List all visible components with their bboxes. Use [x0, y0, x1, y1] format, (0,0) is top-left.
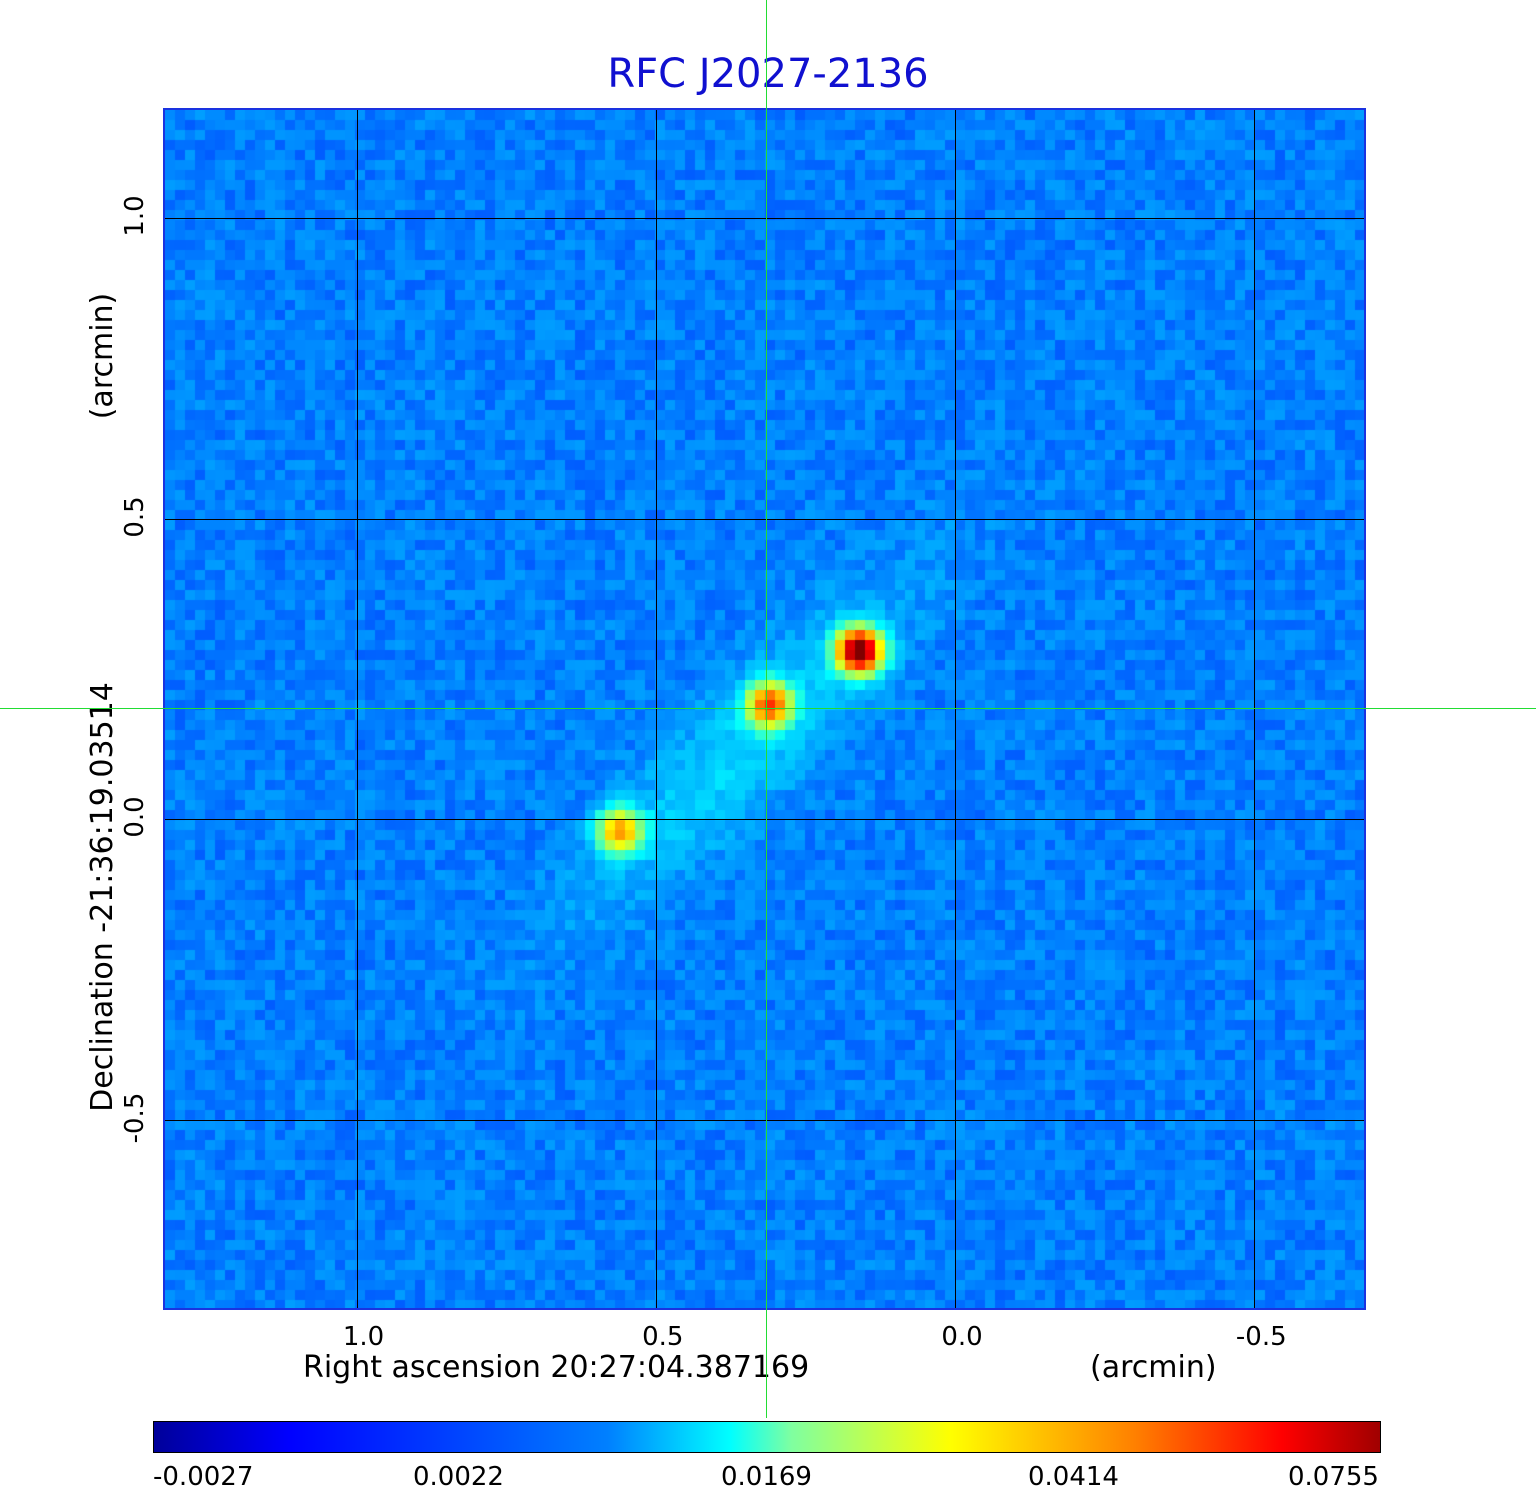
grid-line-horizontal: [165, 819, 1364, 821]
intensity-map: [165, 110, 1364, 1308]
grid-line-vertical: [655, 110, 657, 1308]
plot-area: [163, 108, 1366, 1310]
crosshair-vertical: [766, 0, 767, 1418]
x-tick-label: 1.0: [342, 1322, 385, 1352]
grid-line-vertical: [1254, 110, 1256, 1308]
x-tick-label: -0.5: [1235, 1322, 1287, 1352]
y-axis-unit: (arcmin): [85, 292, 120, 420]
x-tick-label: 0.0: [941, 1322, 983, 1352]
colorbar-tick-label: 0.0022: [413, 1462, 504, 1492]
colorbar-tick-label: 0.0755: [1288, 1462, 1379, 1492]
colorbar: [153, 1421, 1381, 1453]
y-tick-label: -0.5: [120, 1092, 150, 1144]
colorbar-tick-label: 0.0169: [721, 1462, 812, 1492]
x-axis-unit: (arcmin): [1090, 1350, 1217, 1385]
grid-line-vertical: [356, 110, 358, 1308]
y-tick-label: 0.5: [120, 495, 150, 538]
y-tick-label: 0.0: [120, 796, 150, 838]
grid-line-vertical: [955, 110, 957, 1308]
chart-title: RFC J2027-2136: [607, 51, 929, 97]
grid-line-horizontal: [165, 1119, 1364, 1121]
colorbar-tick-label: -0.0027: [153, 1462, 254, 1492]
y-tick-label: 1.0: [120, 195, 150, 237]
crosshair-horizontal: [0, 708, 1536, 709]
grid-line-horizontal: [165, 218, 1364, 220]
x-tick-label: 0.5: [642, 1322, 684, 1352]
x-axis-label: Right ascension 20:27:04.387169: [303, 1350, 810, 1385]
grid-line-horizontal: [165, 518, 1364, 520]
colorbar-tick-label: 0.0414: [1028, 1462, 1119, 1492]
y-axis-label: Declination -21:36:19.03514: [85, 682, 120, 1112]
